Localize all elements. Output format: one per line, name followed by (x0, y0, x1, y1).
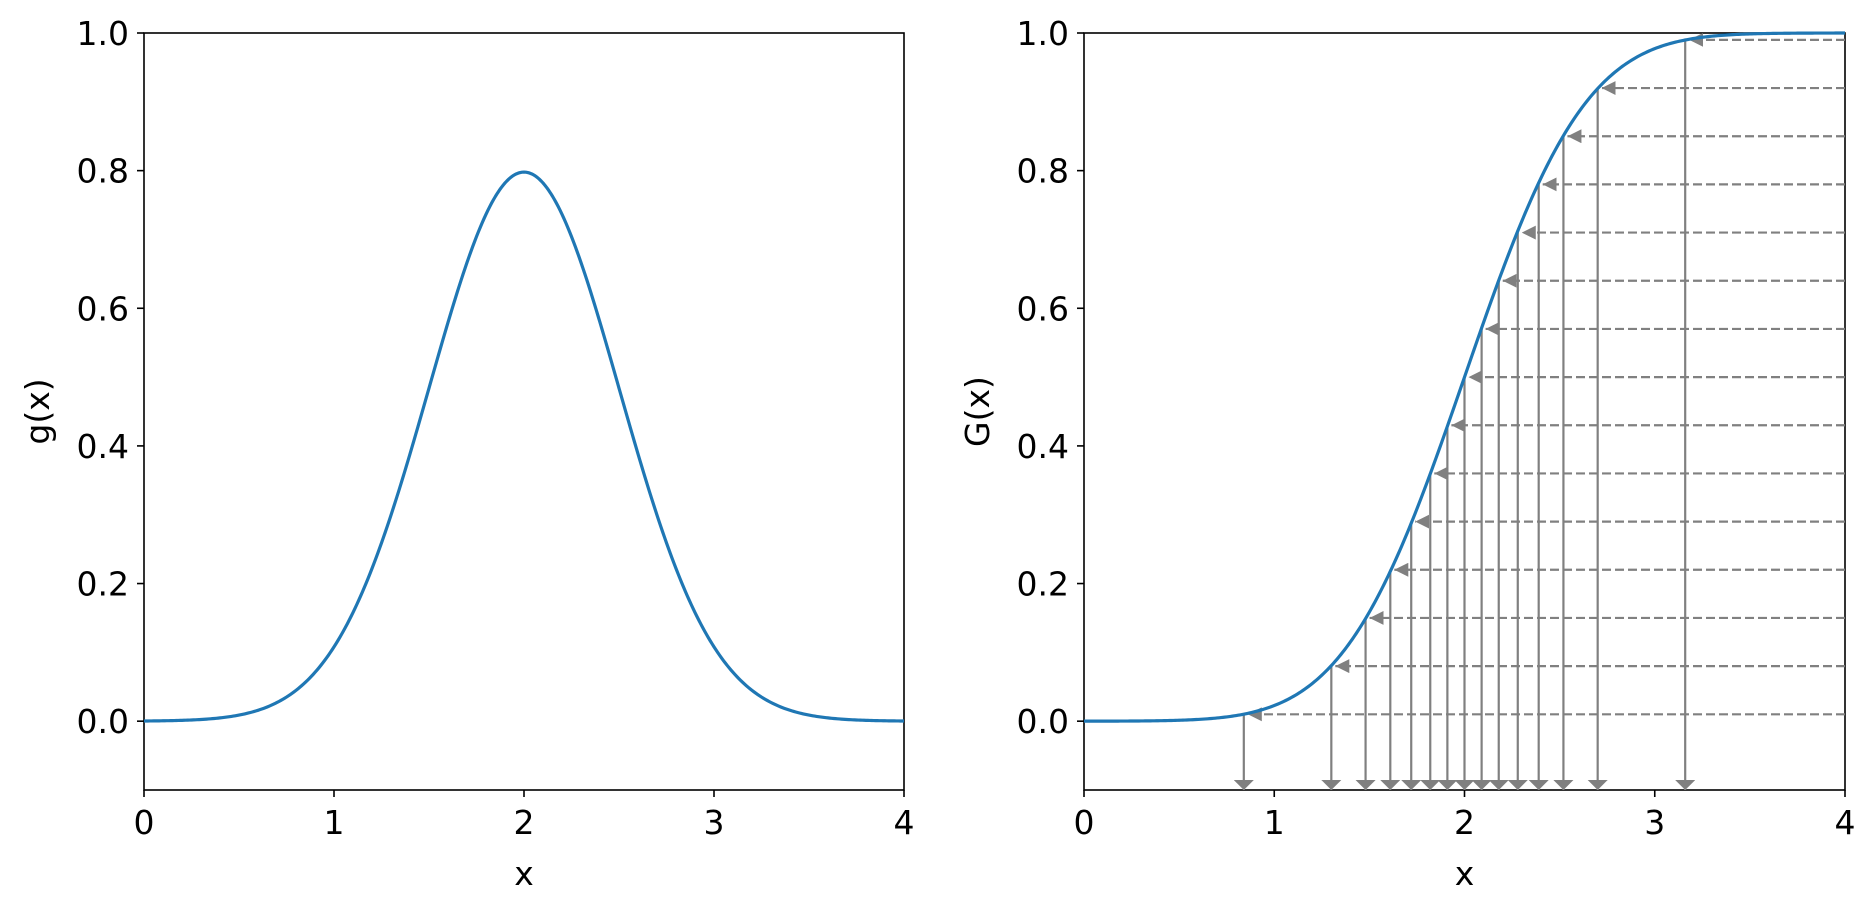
plot-frame (143, 32, 905, 791)
x-tick-label: 2 (514, 803, 535, 842)
x-tick-label: 1 (1264, 803, 1285, 842)
x-tick-label: 2 (1454, 803, 1475, 842)
x-axis-label: x (1455, 854, 1475, 893)
y-tick-label: 0.6 (77, 289, 129, 328)
x-tick-label: 3 (704, 803, 725, 842)
y-tick-label: 0.4 (1017, 427, 1069, 466)
y-tick-label: 0.0 (77, 702, 129, 741)
x-tick-label: 1 (324, 803, 345, 842)
pdf-plot: 0 1 2 3 4 0.0 0.2 0.4 0.6 0.8 1.0 x g(x) (18, 14, 915, 893)
y-tick-label: 0.6 (1017, 289, 1069, 328)
y-tick-label: 0.8 (1017, 152, 1069, 191)
x-tick-label: 3 (1644, 803, 1665, 842)
y-axis-label: g(x) (18, 378, 57, 444)
y-tick-label: 1.0 (1017, 14, 1069, 53)
y-tick-label: 0.4 (77, 427, 129, 466)
x-axis-label: x (514, 854, 534, 893)
x-tick-label: 0 (1074, 803, 1095, 842)
y-tick-label: 0.0 (1017, 702, 1069, 741)
y-tick-label: 0.2 (1017, 565, 1069, 604)
y-axis-label: G(x) (958, 376, 997, 447)
x-tick-label: 4 (1835, 803, 1856, 842)
pdf-curve (143, 170, 905, 723)
y-tick-label: 0.8 (77, 152, 129, 191)
cdf-curve (1084, 31, 1845, 723)
y-tick-label: 0.2 (77, 565, 129, 604)
cdf-plot: 0 1 2 3 4 0.0 0.2 0.4 0.6 0.8 1.0 x G(x) (958, 14, 1856, 893)
x-tick-label: 0 (134, 803, 155, 842)
y-tick-label: 1.0 (77, 14, 129, 53)
x-tick-label: 4 (894, 803, 915, 842)
